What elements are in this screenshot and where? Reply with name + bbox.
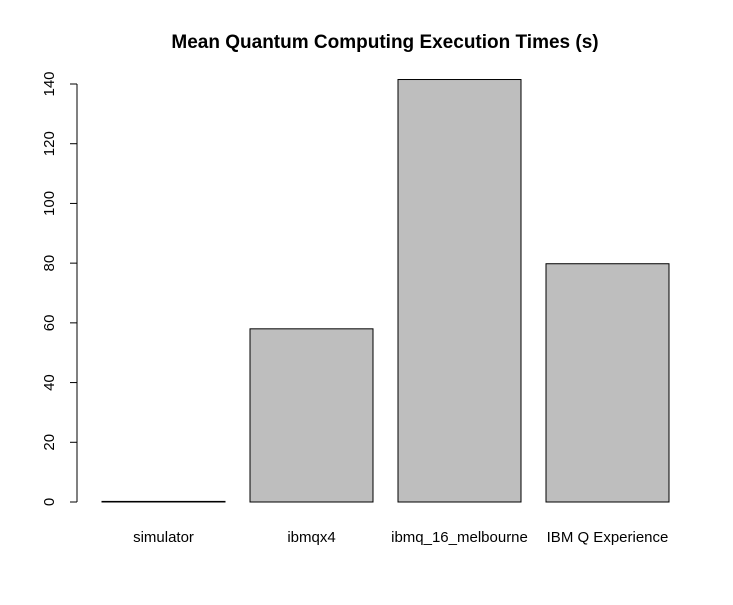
category-label: IBM Q Experience [547, 529, 669, 546]
chart-title: Mean Quantum Computing Execution Times (… [171, 32, 598, 53]
category-label: ibmq_16_melbourne [391, 529, 528, 546]
y-tick-label: 60 [41, 315, 58, 332]
bar-ibmq-16-melbourne [397, 79, 522, 503]
bar-simulator [101, 500, 226, 503]
y-axis: 0 20 40 60 80 100 120 140 [41, 71, 78, 506]
y-tick-label: 140 [41, 71, 58, 96]
y-tick-label: 120 [41, 131, 58, 156]
category-label: simulator [133, 529, 194, 546]
y-tick-label: 20 [41, 434, 58, 451]
y-tick-label: 0 [41, 498, 58, 506]
y-tick-label: 80 [41, 255, 58, 272]
y-tick-label: 100 [41, 191, 58, 216]
x-axis-labels: simulator ibmqx4 ibmq_16_melbourne IBM Q Ex… [133, 529, 668, 546]
bar-ibm-q-experience [545, 263, 670, 503]
category-label: ibmqx4 [287, 529, 335, 546]
bars-group [101, 79, 670, 503]
bar-ibmqx4 [249, 328, 374, 503]
y-tick-label: 40 [41, 374, 58, 391]
